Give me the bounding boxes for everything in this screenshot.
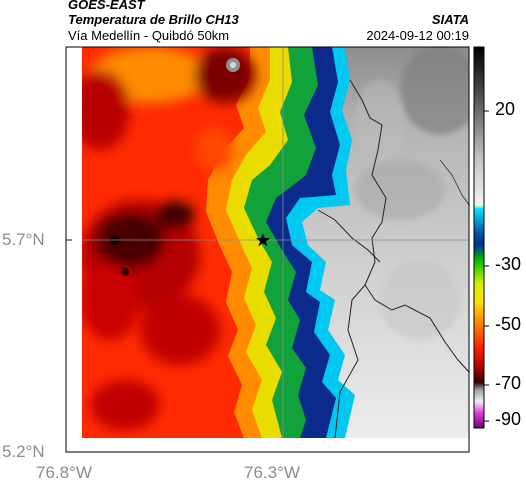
cold-core-small bbox=[121, 268, 129, 276]
agency-label: SIATA bbox=[431, 12, 469, 27]
border-line bbox=[317, 209, 381, 438]
map-image bbox=[82, 47, 469, 438]
lat-label-5-2: 5.2°N bbox=[2, 442, 45, 461]
product-title: Temperatura de Brillo CH13 bbox=[68, 12, 239, 27]
colorbar bbox=[473, 46, 485, 429]
satellite-name: GOES-EAST bbox=[68, 0, 145, 12]
lat-label-5-7: 5.7°N bbox=[2, 230, 45, 249]
colorbar-tick-minus90: -90 bbox=[495, 409, 522, 429]
cloud-cores bbox=[82, 47, 255, 430]
lon-label-76-3: 76.3°W bbox=[244, 463, 300, 482]
coastline bbox=[349, 79, 469, 373]
colorbar-tick-minus70: -70 bbox=[495, 373, 522, 393]
star-icon bbox=[255, 233, 271, 247]
colorbar-tick-minus30: -30 bbox=[495, 254, 522, 274]
colorbar-tick-20: 20 bbox=[495, 99, 516, 119]
colorbar-tick-minus50: -50 bbox=[495, 314, 522, 334]
river-line bbox=[439, 159, 469, 206]
route-subtitle: Vía Medellín - Quibdó 50km bbox=[68, 28, 230, 43]
map-frame bbox=[65, 46, 470, 453]
land-texture bbox=[355, 47, 469, 340]
timestamp-label: 2024-09-12 00:19 bbox=[366, 28, 469, 43]
lon-label-76-8: 76.8°W bbox=[36, 463, 92, 482]
